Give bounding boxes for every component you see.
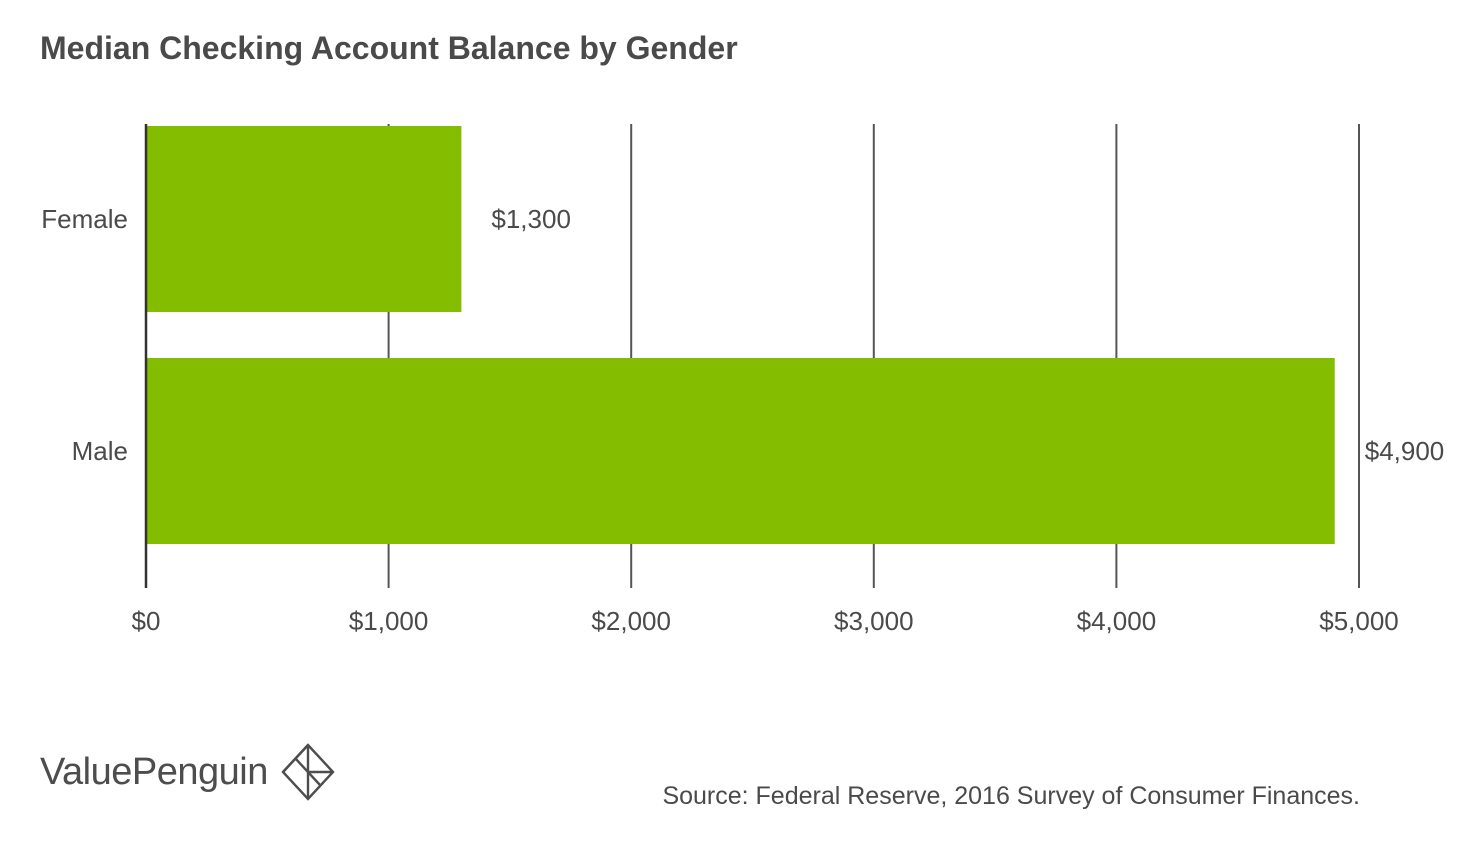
bars	[146, 126, 1335, 544]
chart-title: Median Checking Account Balance by Gende…	[40, 30, 738, 66]
y-category-label: Female	[41, 204, 128, 234]
x-tick-label: $0	[132, 606, 161, 636]
labels: $0 $1,000 $2,000 $3,000 $4,000 $5,000 Female $1…	[41, 124, 1444, 636]
bar-male	[146, 358, 1335, 544]
data-label: $1,300	[491, 204, 571, 234]
brand: ValuePenguin	[40, 742, 336, 802]
source-note: Source: Federal Reserve, 2016 Survey of …	[662, 782, 1360, 810]
data-label: $4,900	[1365, 436, 1445, 466]
x-tick-label: $5,000	[1319, 606, 1399, 636]
y-category-label: Male	[72, 436, 128, 466]
brand-name: ValuePenguin	[40, 750, 268, 793]
x-tick-label: $4,000	[1077, 606, 1157, 636]
x-tick-label: $2,000	[591, 606, 671, 636]
bar-female	[146, 126, 462, 312]
x-tick-label: $1,000	[349, 606, 429, 636]
x-tick-label: $3,000	[834, 606, 914, 636]
diamond-logo-icon	[281, 743, 335, 801]
